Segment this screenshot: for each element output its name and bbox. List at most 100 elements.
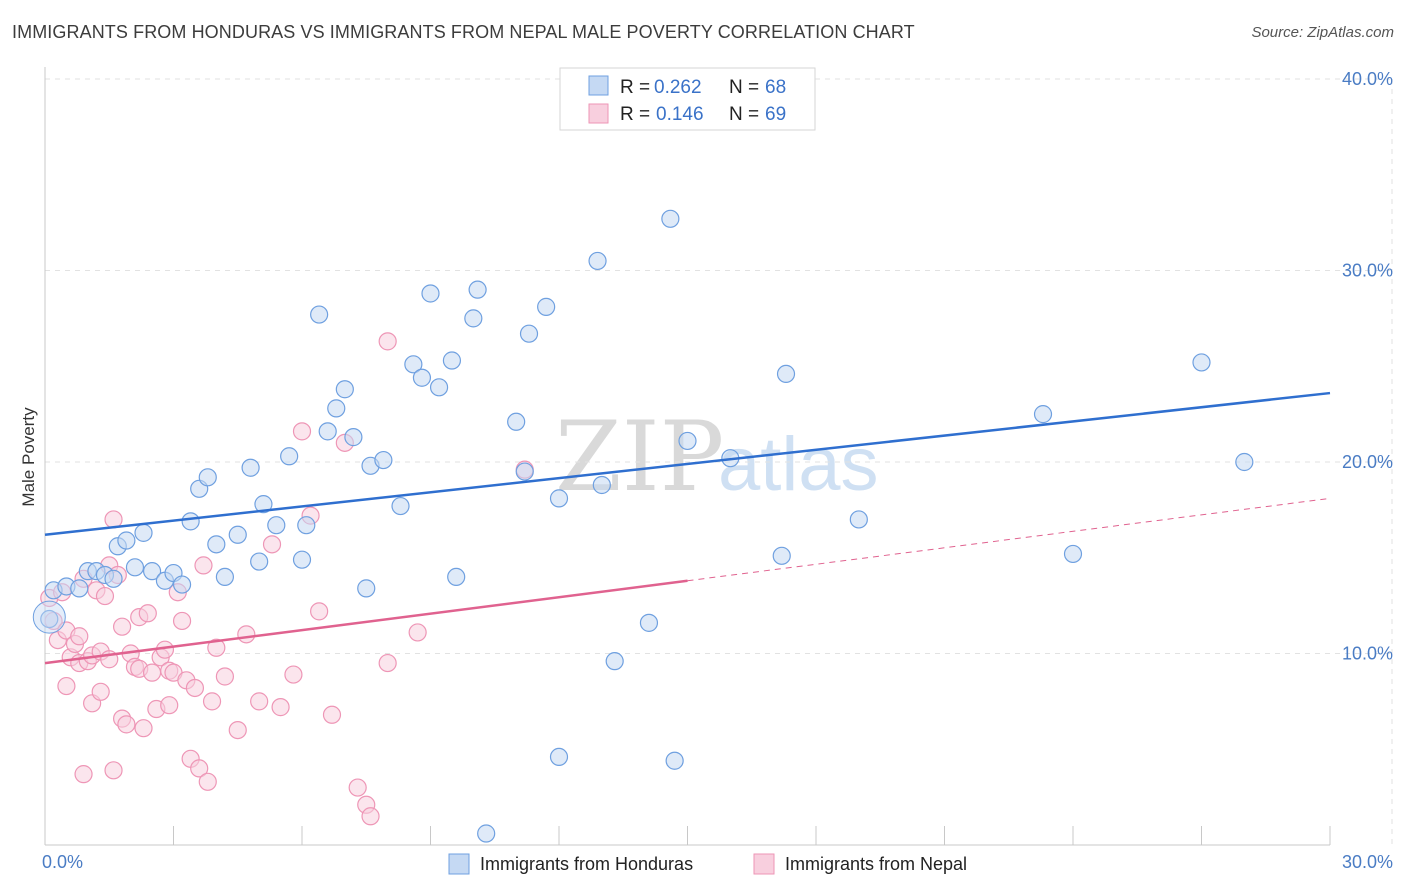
bottom-legend-swatch-nepal [753,853,775,875]
trend-lines [44,391,1331,665]
nepal-point [207,638,226,657]
honduras-point [772,546,791,565]
honduras-point [142,562,162,581]
honduras-point [447,567,466,587]
honduras-point [549,747,569,767]
honduras-point [134,523,153,542]
honduras-point [639,613,659,632]
honduras-point [515,462,534,481]
bottom-legend-label-honduras: Immigrants from Honduras [480,854,693,874]
honduras-point [605,652,624,671]
nepal-point [138,604,157,623]
x-tick-label: 0.0% [42,852,83,872]
trend-line-nepal [44,579,688,665]
honduras-point [468,280,487,299]
honduras-point [464,309,483,328]
honduras-point [70,579,89,598]
watermark-zip: ZIP [555,401,724,513]
honduras-point [344,428,363,447]
nepal-point [310,602,329,621]
nepal-point [202,692,222,711]
nepal-point [91,682,110,701]
honduras-point [1192,353,1211,372]
nepal-point [117,715,136,734]
honduras-point [665,751,684,770]
honduras-point [267,516,286,535]
honduras-point [117,531,136,550]
nepal-point [160,696,179,715]
honduras-point [104,569,123,588]
legend: R = 0.262 N = 68 R = 0.146 N = 69 [559,67,816,131]
watermark: ZIP atlas [555,401,879,513]
nepal-point [134,719,153,738]
legend-n-label-honduras: N = [729,77,759,98]
y-tick-labels: 10.0% 20.0% 30.0% 40.0% [1342,69,1393,664]
bottom-legend: Immigrants from Honduras Immigrants from… [448,853,967,875]
nepal-point [284,665,303,684]
honduras-point [125,558,145,577]
honduras-point [391,496,410,516]
honduras-point [661,209,680,228]
honduras-point [181,512,200,531]
nepal-point [348,778,367,797]
honduras-point [412,368,432,387]
honduras-point [374,450,393,470]
honduras-point [588,251,607,271]
nepal-point [112,617,132,636]
legend-swatch-honduras [588,75,609,96]
nepal-point [194,556,213,575]
legend-n-value-honduras: 68 [765,77,786,98]
x-tick-label: 30.0% [1342,852,1393,872]
nepal-point [262,535,282,554]
nepal-point [95,586,115,606]
honduras-point [172,575,192,594]
honduras-point [215,567,234,587]
nepal-point [228,720,247,740]
honduras-point [549,489,569,508]
y-tick-label: 30.0% [1342,261,1393,281]
honduras-point [241,458,260,477]
honduras-point [335,380,354,399]
honduras-point [292,550,312,569]
nepal-point [215,667,234,686]
honduras-point [327,399,346,418]
nepal-point [292,422,312,441]
honduras-point [477,824,496,843]
nepal-point [190,759,209,778]
nepal-point [185,678,205,698]
honduras-point-large [32,600,66,634]
honduras-point [429,378,449,397]
honduras-point [254,495,273,514]
honduras-point [519,324,539,343]
nepal-point [104,761,123,780]
y-tick-label: 20.0% [1342,452,1393,472]
nepal-point [408,623,427,642]
honduras-point [1063,544,1083,564]
nepal-point [74,765,93,784]
honduras-point [318,422,337,441]
honduras-point [404,355,423,374]
legend-swatch-nepal [588,103,609,124]
honduras-point [310,305,329,324]
legend-n-value-nepal: 69 [765,104,786,125]
nepal-point [250,692,269,711]
honduras-point [421,284,440,303]
series-honduras-points [32,209,1254,843]
x-tick-labels: 0.0% 30.0% [42,852,1393,872]
bottom-legend-swatch-honduras [448,853,470,875]
nepal-point [378,653,397,673]
honduras-point [280,447,299,466]
axes [44,67,1331,846]
honduras-point [357,579,376,598]
nepal-point [361,807,380,826]
honduras-point [592,475,611,495]
bottom-legend-label-nepal: Immigrants from Nepal [785,854,967,874]
nepal-point [172,611,192,631]
honduras-point [207,535,226,554]
y-tick-label: 40.0% [1342,69,1393,89]
honduras-point [40,609,59,629]
honduras-point [442,351,462,370]
nepal-point [70,627,89,646]
trend-line-nepal-extended [687,497,1331,582]
